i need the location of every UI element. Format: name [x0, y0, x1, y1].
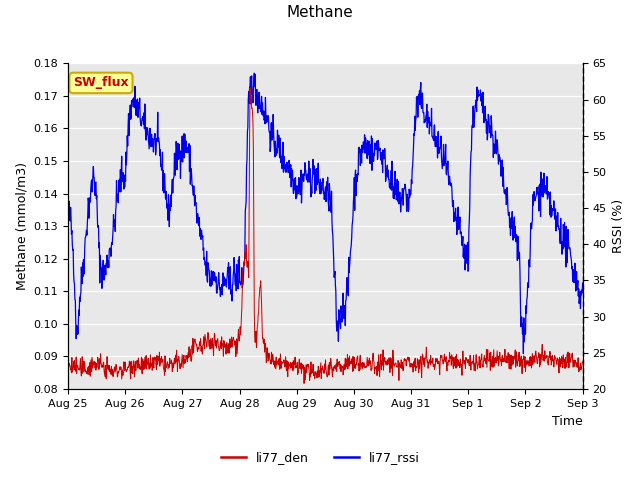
Text: SW_flux: SW_flux	[73, 76, 129, 89]
Legend: li77_den, li77_rssi: li77_den, li77_rssi	[216, 446, 424, 469]
Y-axis label: RSSI (%): RSSI (%)	[612, 199, 625, 253]
Y-axis label: Methane (mmol/m3): Methane (mmol/m3)	[15, 162, 28, 290]
Text: Methane: Methane	[287, 5, 353, 20]
Text: Time: Time	[552, 415, 582, 428]
